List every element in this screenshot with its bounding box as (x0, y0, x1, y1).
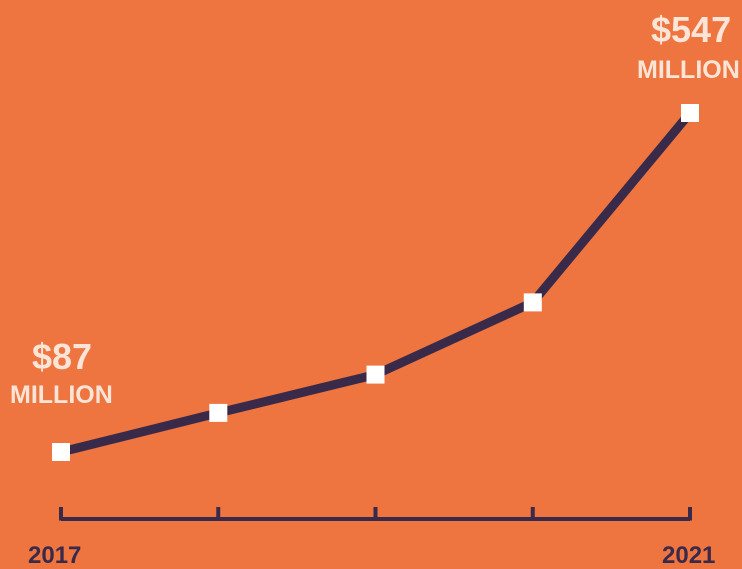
data-points (52, 104, 699, 461)
data-point-2019 (366, 365, 385, 384)
x-axis (59, 507, 692, 521)
data-point-2021 (681, 104, 699, 122)
data-point-2020 (523, 293, 542, 312)
data-point-2017 (52, 443, 70, 461)
start-value-amount: $87 (32, 336, 92, 377)
end-value-unit: MILLION (637, 56, 740, 84)
end-value-amount: $547 (651, 9, 731, 50)
tick-label-start: 2017 (28, 542, 81, 569)
start-value-unit: MILLION (10, 381, 113, 409)
tick-label-end: 2021 (662, 542, 715, 569)
data-point-2018 (209, 403, 228, 422)
